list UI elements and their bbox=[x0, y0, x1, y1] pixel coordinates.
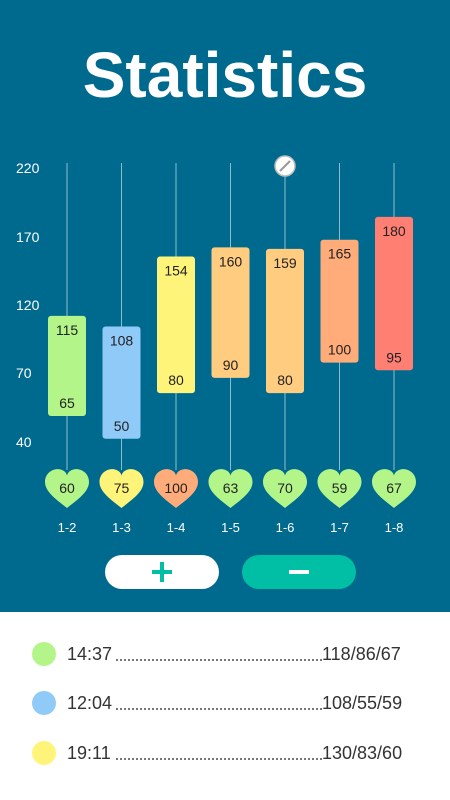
diastolic-label: 80 bbox=[168, 372, 184, 388]
pulse-label: 100 bbox=[164, 480, 188, 496]
pressure-bar bbox=[211, 247, 250, 378]
remove-record-button[interactable] bbox=[242, 555, 356, 589]
blood-pressure-chart: 220 170 120 70 40 115 65 60 1-2 108 50 75 1-3 154 80 10… bbox=[16, 155, 416, 535]
record-row[interactable]: 19:11 130/83/60 bbox=[0, 733, 450, 773]
x-category-label: 1-7 bbox=[330, 520, 349, 535]
diastolic-label: 80 bbox=[277, 372, 293, 388]
y-tick-label: 170 bbox=[16, 229, 40, 245]
record-leader-dots bbox=[116, 708, 322, 710]
pressure-bar bbox=[48, 315, 86, 416]
pulse-label: 60 bbox=[59, 480, 75, 496]
systolic-label: 154 bbox=[164, 262, 188, 278]
diastolic-label: 95 bbox=[386, 349, 402, 365]
diastolic-label: 50 bbox=[114, 418, 130, 434]
page-title: Statistics bbox=[82, 39, 368, 111]
pulse-heart-icon bbox=[372, 469, 416, 508]
record-color-dot bbox=[32, 741, 56, 765]
x-category-label: 1-4 bbox=[167, 520, 186, 535]
pulse-label: 59 bbox=[332, 480, 348, 496]
pressure-bar bbox=[266, 248, 304, 394]
pulse-heart-icon bbox=[154, 469, 198, 508]
y-tick-label: 120 bbox=[16, 297, 40, 313]
systolic-label: 165 bbox=[328, 246, 352, 262]
systolic-label: 115 bbox=[56, 322, 79, 338]
record-value: 118/86/67 bbox=[322, 644, 401, 664]
systolic-label: 180 bbox=[382, 223, 406, 239]
record-color-dot bbox=[32, 642, 56, 666]
minus-icon bbox=[289, 570, 309, 574]
pulse-label: 63 bbox=[223, 480, 239, 496]
y-tick-label: 70 bbox=[16, 365, 32, 381]
pulse-heart-icon bbox=[263, 469, 307, 508]
record-value: 108/55/59 bbox=[322, 693, 403, 713]
record-row[interactable]: 14:37 118/86/67 bbox=[0, 634, 450, 674]
pressure-bar bbox=[375, 216, 413, 371]
y-tick-label: 220 bbox=[16, 160, 40, 176]
pulse-heart-icon bbox=[317, 469, 362, 508]
pulse-heart-icon bbox=[99, 469, 144, 508]
record-time: 12:04 bbox=[67, 693, 113, 713]
record-time: 19:11 bbox=[67, 743, 111, 763]
pressure-bar bbox=[320, 239, 359, 363]
systolic-label: 159 bbox=[273, 255, 297, 271]
add-record-button[interactable] bbox=[105, 555, 219, 589]
pressure-bar bbox=[157, 256, 195, 394]
systolic-label: 160 bbox=[219, 253, 243, 269]
pressure-bar bbox=[102, 326, 141, 439]
x-category-label: 1-5 bbox=[221, 520, 240, 535]
record-row[interactable]: 12:04 108/55/59 bbox=[0, 683, 450, 723]
x-category-label: 1-6 bbox=[276, 520, 295, 535]
x-category-label: 1-2 bbox=[58, 520, 77, 535]
record-value: 130/83/60 bbox=[322, 743, 403, 763]
pulse-label: 67 bbox=[386, 480, 402, 496]
record-time: 14:37 bbox=[67, 644, 113, 664]
record-leader-dots bbox=[116, 758, 322, 760]
plus-icon bbox=[152, 562, 172, 582]
pulse-heart-icon bbox=[208, 469, 253, 508]
x-category-label: 1-8 bbox=[385, 520, 404, 535]
diastolic-label: 65 bbox=[59, 395, 75, 411]
diastolic-label: 100 bbox=[328, 342, 352, 358]
diastolic-label: 90 bbox=[223, 357, 239, 373]
pulse-label: 75 bbox=[114, 480, 130, 496]
y-tick-label: 40 bbox=[16, 434, 32, 450]
pulse-label: 70 bbox=[277, 480, 293, 496]
pulse-heart-icon bbox=[45, 469, 89, 508]
slash-circle-icon[interactable] bbox=[274, 155, 296, 177]
x-category-label: 1-3 bbox=[112, 520, 131, 535]
record-leader-dots bbox=[116, 659, 322, 661]
systolic-label: 108 bbox=[110, 332, 134, 348]
record-color-dot bbox=[32, 691, 56, 715]
